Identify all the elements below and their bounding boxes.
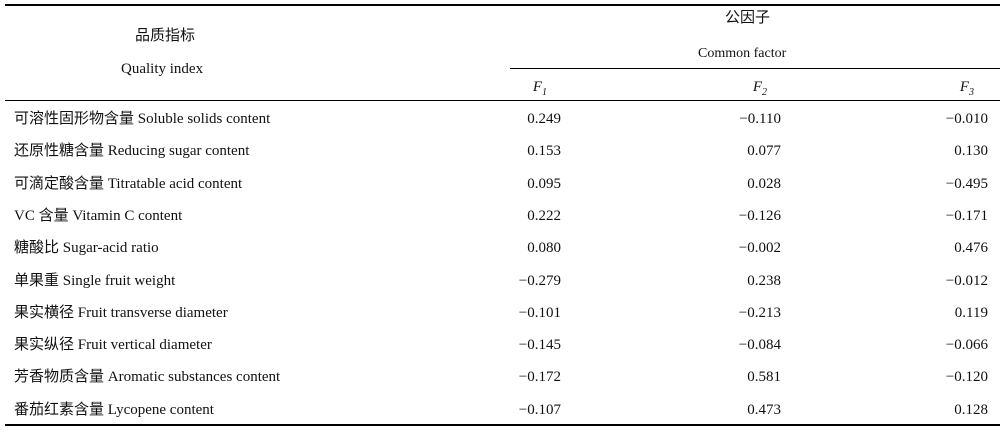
cell-value: 0.130 bbox=[954, 143, 988, 160]
cell-value: 0.581 bbox=[747, 369, 781, 386]
column-letter: F bbox=[752, 79, 762, 95]
column-subscript: 2 bbox=[762, 87, 767, 98]
cell-value: −0.084 bbox=[738, 337, 781, 354]
cell-value: −0.145 bbox=[518, 337, 561, 354]
bottom-rule bbox=[5, 424, 1000, 426]
row-label: 糖酸比 Sugar-acid ratio bbox=[14, 240, 159, 257]
cell-value: −0.101 bbox=[518, 304, 561, 321]
column-header: F3 bbox=[960, 78, 974, 102]
cell-value: 0.222 bbox=[527, 207, 561, 224]
cell-value: 0.153 bbox=[527, 143, 561, 160]
cell-value: 0.238 bbox=[747, 272, 781, 289]
row-label-en: Quality index bbox=[121, 61, 204, 77]
row-label: 单果重 Single fruit weight bbox=[14, 272, 176, 289]
row-label: 可滴定酸含量 Titratable acid content bbox=[14, 175, 243, 192]
cell-value: −0.495 bbox=[945, 175, 988, 192]
cell-value: −0.107 bbox=[518, 401, 561, 418]
cell-value: −0.012 bbox=[945, 272, 988, 289]
top-rule bbox=[5, 4, 1000, 6]
group-rule bbox=[510, 68, 1000, 69]
column-header: F2 bbox=[753, 78, 767, 102]
column-letter: F bbox=[959, 79, 969, 95]
cell-value: 0.077 bbox=[747, 143, 781, 160]
cell-value: −0.110 bbox=[739, 111, 781, 127]
row-label-zh: 品质指标 bbox=[135, 28, 196, 44]
cell-value: 0.095 bbox=[527, 175, 561, 192]
cell-value: −0.171 bbox=[945, 207, 988, 224]
cell-value: 0.128 bbox=[954, 401, 988, 418]
column-header: F1 bbox=[533, 78, 547, 102]
row-label: 可溶性固形物含量 Soluble solids content bbox=[14, 111, 271, 127]
cell-value: −0.002 bbox=[738, 240, 781, 257]
cell-value: −0.279 bbox=[518, 272, 561, 289]
cell-value: 0.080 bbox=[527, 240, 561, 257]
row-label: 番茄红素含量 Lycopene content bbox=[14, 401, 214, 418]
cell-value: −0.172 bbox=[518, 369, 561, 386]
cell-value: 0.473 bbox=[747, 401, 781, 418]
cell-value: 0.028 bbox=[747, 175, 781, 192]
cell-value: −0.066 bbox=[945, 337, 988, 354]
row-label: 还原性糖含量 Reducing sugar content bbox=[14, 143, 250, 160]
cell-value: 0.249 bbox=[527, 111, 561, 127]
row-label: VC 含量 Vitamin C content bbox=[14, 207, 183, 224]
row-label: 果实横径 Fruit transverse diameter bbox=[14, 304, 228, 321]
cell-value: −0.120 bbox=[945, 369, 988, 386]
cell-value: −0.010 bbox=[945, 111, 988, 127]
cell-value: 0.119 bbox=[954, 304, 988, 321]
column-letter: F bbox=[532, 79, 542, 95]
column-subscript: 3 bbox=[969, 87, 974, 98]
cell-value: −0.213 bbox=[738, 304, 781, 321]
cell-value: 0.476 bbox=[954, 240, 988, 257]
row-label: 果实纵径 Fruit vertical diameter bbox=[14, 337, 212, 354]
column-subscript: 1 bbox=[542, 87, 547, 98]
header-rule bbox=[5, 100, 1000, 101]
group-en: Common factor bbox=[698, 46, 787, 61]
cell-value: −0.126 bbox=[738, 207, 781, 224]
row-label: 芳香物质含量 Aromatic substances content bbox=[14, 369, 281, 386]
group-zh: 公因子 bbox=[725, 10, 771, 26]
